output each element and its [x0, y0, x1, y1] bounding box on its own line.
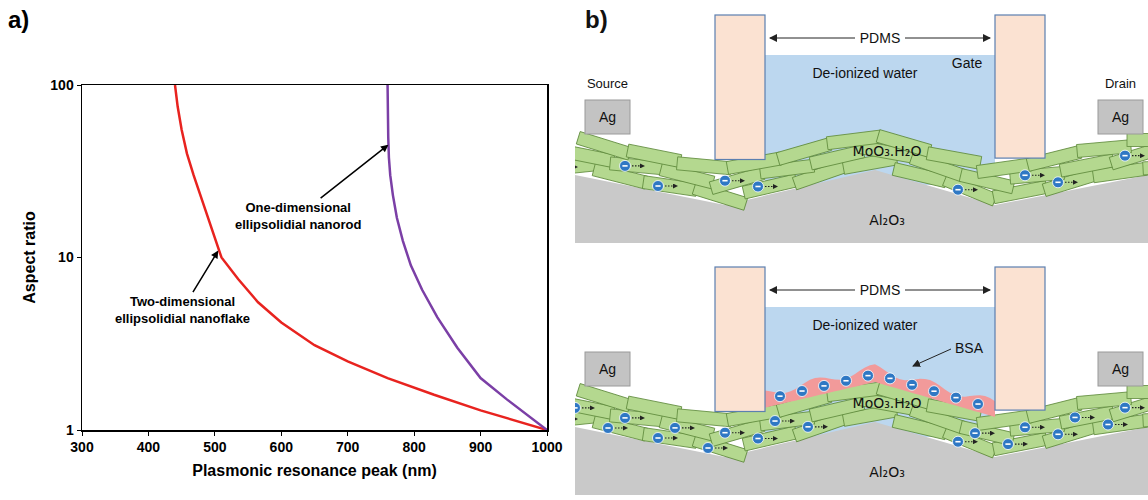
- svg-text:Ag: Ag: [599, 109, 616, 125]
- svg-text:800: 800: [402, 439, 426, 455]
- svg-text:400: 400: [137, 439, 161, 455]
- svg-text:10: 10: [58, 249, 74, 265]
- svg-text:Source: Source: [587, 76, 628, 91]
- svg-text:300: 300: [70, 439, 94, 455]
- svg-text:One-dimensionalellipsolidial n: One-dimensionalellipsolidial nanorod: [235, 200, 361, 232]
- svg-text:700: 700: [336, 439, 360, 455]
- svg-text:500: 500: [203, 439, 227, 455]
- svg-text:Al₂O₃: Al₂O₃: [869, 212, 905, 228]
- svg-text:900: 900: [469, 439, 493, 455]
- svg-text:600: 600: [270, 439, 294, 455]
- svg-text:De-ionized water: De-ionized water: [812, 317, 917, 333]
- svg-text:PDMS: PDMS: [860, 282, 900, 298]
- svg-text:MoO₃.H₂O: MoO₃.H₂O: [853, 143, 922, 159]
- svg-text:De-ionized water: De-ionized water: [812, 65, 917, 81]
- svg-text:MoO₃.H₂O: MoO₃.H₂O: [853, 395, 922, 411]
- svg-text:Al₂O₃: Al₂O₃: [869, 464, 905, 480]
- svg-text:100: 100: [50, 77, 74, 93]
- svg-text:1000: 1000: [531, 439, 562, 455]
- svg-text:Ag: Ag: [599, 361, 616, 377]
- svg-text:b): b): [585, 6, 608, 33]
- html-text:a): a): [8, 6, 30, 33]
- svg-text:Aspect ratio: Aspect ratio: [21, 211, 38, 304]
- svg-text:Plasmonic resonance peak (nm): Plasmonic resonance peak (nm): [192, 462, 437, 479]
- svg-text:Drain: Drain: [1105, 76, 1136, 91]
- svg-text:1: 1: [66, 422, 74, 438]
- svg-text:PDMS: PDMS: [860, 30, 900, 46]
- svg-text:BSA: BSA: [955, 340, 984, 356]
- svg-text:Ag: Ag: [1112, 109, 1129, 125]
- svg-text:Ag: Ag: [1112, 361, 1129, 377]
- svg-text:Gate: Gate: [952, 55, 983, 71]
- svg-text:Two-dimensionalellipsolidial n: Two-dimensionalellipsolidial nanoflake: [115, 294, 250, 326]
